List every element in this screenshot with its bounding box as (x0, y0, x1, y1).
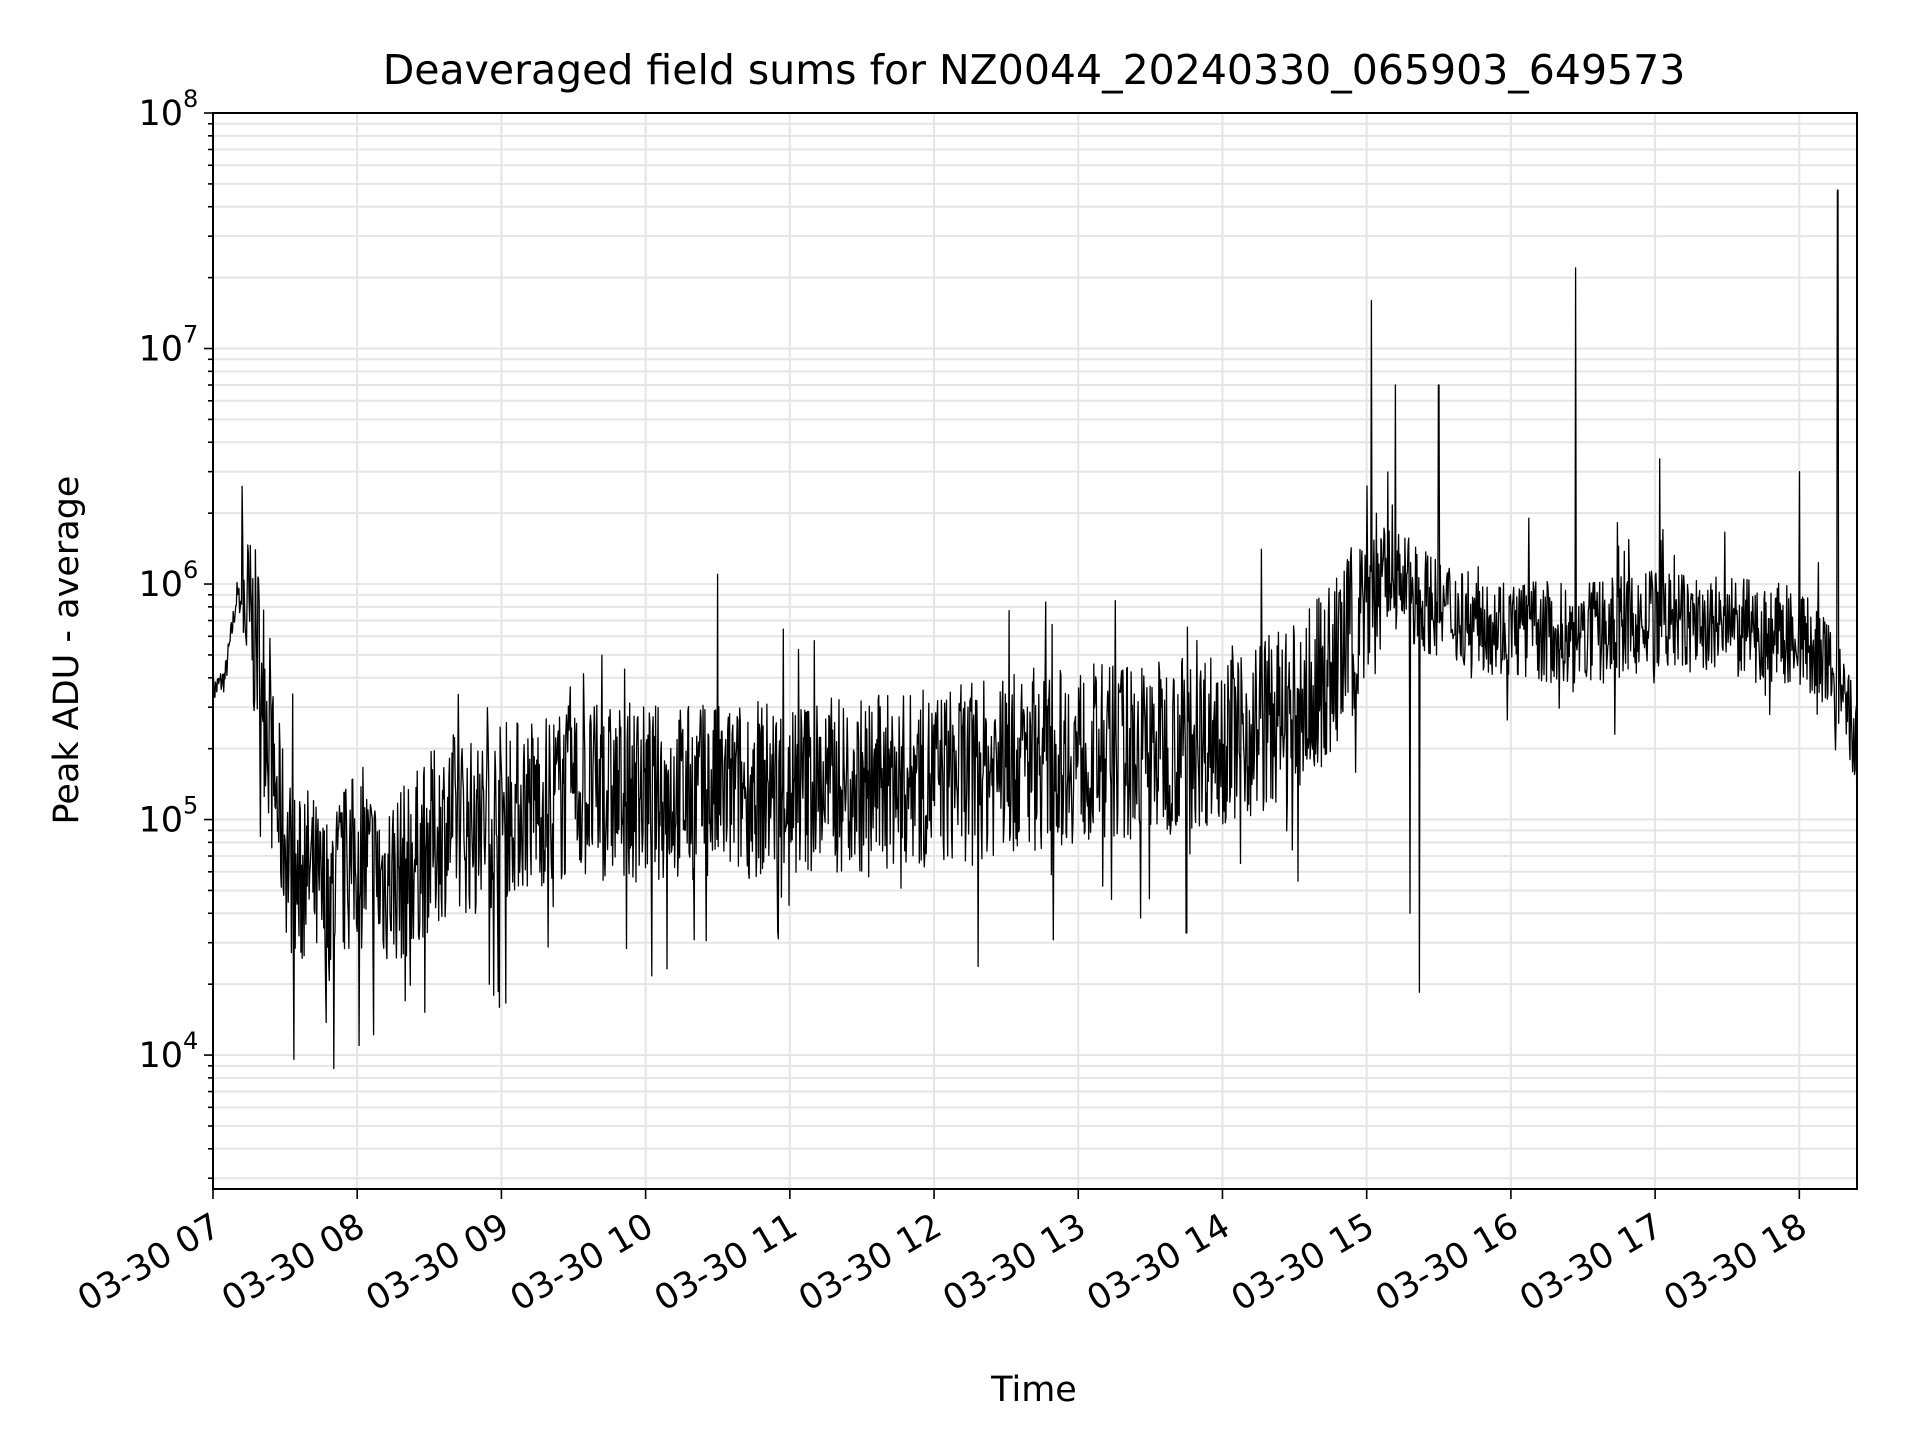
y-tick-label: 10 (138, 801, 183, 841)
y-tick-base: 10 (138, 330, 183, 370)
y-tick-base: 10 (138, 801, 183, 841)
y-tick-exponent: 7 (183, 321, 198, 349)
y-tick-label: 10 (138, 565, 183, 605)
y-tick-base: 10 (138, 1036, 183, 1076)
y-tick-exponent: 6 (183, 556, 198, 584)
y-tick-label: 10 (138, 330, 183, 370)
y-tick-exponent: 8 (183, 85, 198, 113)
y-tick-exponent: 5 (183, 792, 198, 820)
y-tick-base: 10 (138, 565, 183, 605)
x-axis-label: Time (990, 1370, 1077, 1410)
y-tick-base: 10 (138, 94, 183, 134)
y-axis-label: Peak ADU - average (47, 476, 87, 825)
data-line (212, 189, 1858, 1070)
y-tick-label: 10 (138, 94, 183, 134)
y-tick-label: 10 (138, 1036, 183, 1076)
chart-title: Deaveraged field sums for NZ0044_2024033… (383, 46, 1686, 94)
series-line (212, 189, 1858, 1070)
plot-frame (212, 112, 1858, 1190)
y-tick-exponent: 4 (183, 1027, 198, 1055)
